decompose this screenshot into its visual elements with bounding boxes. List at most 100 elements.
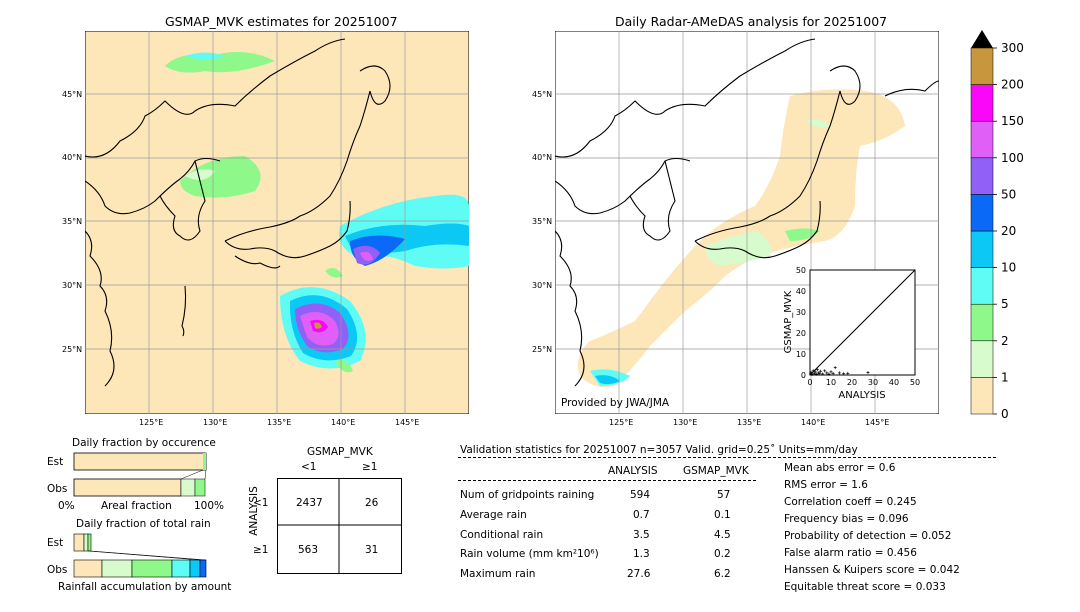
rain-fraction-title: Daily fraction of total rain bbox=[76, 518, 211, 530]
right-lon-130: 130°E bbox=[673, 418, 698, 427]
colorbar-tick-label-1: 1 bbox=[1001, 370, 1009, 384]
right-map-coastlines bbox=[555, 38, 939, 387]
scatter-point-19 bbox=[842, 372, 846, 376]
colorbar-block-1 bbox=[970, 340, 994, 378]
occurrence-x-left: 0% bbox=[58, 500, 75, 512]
left-lon-140: 140°E bbox=[331, 418, 356, 427]
left-map-gridlines bbox=[85, 31, 469, 414]
rain-est-seg-1 bbox=[73, 533, 85, 552]
scatter-point-18 bbox=[837, 371, 841, 375]
stat-gsmap-gridpoints: 57 bbox=[717, 489, 731, 501]
colorbar-block-7 bbox=[970, 120, 994, 159]
contingency-cell-d: 31 bbox=[365, 544, 379, 556]
right-lat-40: 40°N bbox=[532, 153, 553, 162]
left-lon-130: 130°E bbox=[203, 418, 228, 427]
occurrence-est-label: Est bbox=[47, 456, 64, 468]
occurrence-x-right: 100% bbox=[194, 500, 225, 512]
occurrence-title: Daily fraction by occurence bbox=[72, 437, 216, 449]
score-ets: Equitable threat score = 0.033 bbox=[784, 581, 946, 593]
colorbar-tick-label-9: 200 bbox=[1001, 78, 1024, 92]
scatter-ytick-2: 20 bbox=[796, 329, 806, 338]
colorbar-tick-label-5: 20 bbox=[1001, 224, 1016, 238]
colorbar-block-0 bbox=[970, 377, 994, 415]
scatter-point-10 bbox=[819, 369, 822, 373]
score-rmse: RMS error = 1.6 bbox=[784, 479, 868, 491]
left-lat-25: 25°N bbox=[62, 345, 83, 354]
colorbar-tick-label-3: 5 bbox=[1001, 297, 1009, 311]
left-map bbox=[85, 31, 469, 414]
occurrence-obs-dry bbox=[73, 478, 182, 497]
scatter-point-13 bbox=[825, 371, 829, 375]
left-map-coastlines bbox=[85, 38, 391, 387]
stat-analysis-conditional: 3.5 bbox=[633, 529, 650, 541]
scatter-point-20 bbox=[846, 371, 850, 375]
left-lon-135: 135°E bbox=[267, 418, 292, 427]
scatter-point-3 bbox=[811, 369, 815, 373]
validation-col-gsmap: GSMAP_MVK bbox=[683, 465, 749, 477]
colorbar-tick-label-6: 50 bbox=[1001, 187, 1016, 201]
validation-header: Validation statistics for 20251007 n=305… bbox=[460, 444, 858, 456]
colorbar-extend-arrow bbox=[971, 30, 993, 48]
score-hk: Hanssen & Kuipers score = 0.042 bbox=[784, 564, 960, 576]
scatter-xlabel: ANALYSIS bbox=[838, 390, 885, 401]
left-lat-40: 40°N bbox=[62, 153, 83, 162]
right-lon-140: 140°E bbox=[801, 418, 826, 427]
colorbar: 0 1 2 5 10 20 50 100 150 200 300 bbox=[970, 30, 1024, 420]
scatter-point-0 bbox=[808, 372, 812, 376]
colorbar-tick-label-2: 2 bbox=[1001, 334, 1009, 348]
contingency-cell-b: 26 bbox=[365, 497, 379, 509]
scatter-point-2 bbox=[810, 372, 814, 376]
right-lat-30: 30°N bbox=[532, 281, 553, 290]
rain-obs-label: Obs bbox=[47, 564, 68, 576]
scatter-point-9 bbox=[817, 372, 821, 376]
scatter-point-7 bbox=[815, 368, 819, 372]
rain-obs-seg-4 bbox=[171, 559, 191, 578]
scatter-point-5 bbox=[813, 370, 817, 374]
stat-analysis-volume: 1.3 bbox=[633, 548, 650, 560]
colorbar-block-2 bbox=[970, 303, 994, 342]
rain-obs-seg-3 bbox=[131, 559, 173, 578]
colorbar-block-9 bbox=[970, 47, 994, 85]
stat-gsmap-conditional: 4.5 bbox=[714, 529, 731, 541]
rain-fraction-xlabel: Rainfall accumulation by amount bbox=[58, 581, 232, 593]
scatter-ticks: 00 10 10 20 20 30 30 40 40 50 50 bbox=[796, 266, 920, 387]
validation-col-analysis: ANALYSIS bbox=[608, 465, 658, 477]
occurrence-est-bar bbox=[73, 452, 207, 471]
rain-est-seg-3 bbox=[87, 533, 92, 552]
colorbar-block-4 bbox=[970, 230, 994, 268]
occurrence-obs-moderate bbox=[194, 478, 206, 497]
right-lon-135: 135°E bbox=[737, 418, 762, 427]
contingency-row-ge: ≥1 bbox=[253, 544, 269, 556]
scatter-xtick-1: 10 bbox=[826, 378, 836, 387]
right-lon-125: 125°E bbox=[609, 418, 634, 427]
stat-gsmap-volume: 0.2 bbox=[714, 548, 731, 560]
right-map-title: Daily Radar-AMeDAS analysis for 20251007 bbox=[615, 14, 888, 29]
left-map-rain-patches bbox=[165, 52, 469, 373]
score-frequency-bias: Frequency bias = 0.096 bbox=[784, 513, 909, 525]
colorbar-ticks: 0 1 2 5 10 20 50 100 150 200 300 bbox=[993, 41, 1024, 420]
contingency-row-header: ANALYSIS bbox=[247, 486, 260, 536]
right-lat-25: 25°N bbox=[532, 345, 553, 354]
contingency-col-header: GSMAP_MVK bbox=[307, 446, 373, 458]
rain-obs-seg-2 bbox=[101, 559, 133, 578]
scatter-ytick-0: 0 bbox=[801, 371, 806, 380]
right-map-credit: Provided by JWA/JMA bbox=[561, 397, 670, 409]
occurrence-obs-label: Obs bbox=[47, 483, 68, 495]
scatter-ytick-3: 30 bbox=[796, 308, 806, 317]
scatter-inset: 00 10 10 20 20 30 30 40 40 50 50 ANALYSIS GSMAP_MV… bbox=[783, 266, 920, 401]
colorbar-tick-label-8: 150 bbox=[1001, 114, 1024, 128]
scatter-xtick-2: 20 bbox=[847, 378, 857, 387]
scatter-point-15 bbox=[829, 370, 833, 374]
right-lat-35: 35°N bbox=[532, 217, 553, 226]
scatter-xtick-3: 30 bbox=[868, 378, 878, 387]
scatter-xtick-0: 0 bbox=[807, 378, 812, 387]
scatter-points bbox=[808, 366, 870, 376]
colorbar-block-6 bbox=[970, 157, 994, 195]
colorbar-tick-label-7: 100 bbox=[1001, 151, 1024, 165]
occurrence-est-rain bbox=[203, 453, 206, 470]
stat-label-volume: Rain volume (mm km²10⁶) bbox=[460, 548, 599, 560]
stat-gsmap-average: 0.1 bbox=[714, 509, 731, 521]
scatter-point-11 bbox=[821, 372, 825, 376]
contingency-col-ge: ≥1 bbox=[362, 461, 378, 473]
colorbar-tick-label-4: 10 bbox=[1001, 261, 1016, 275]
